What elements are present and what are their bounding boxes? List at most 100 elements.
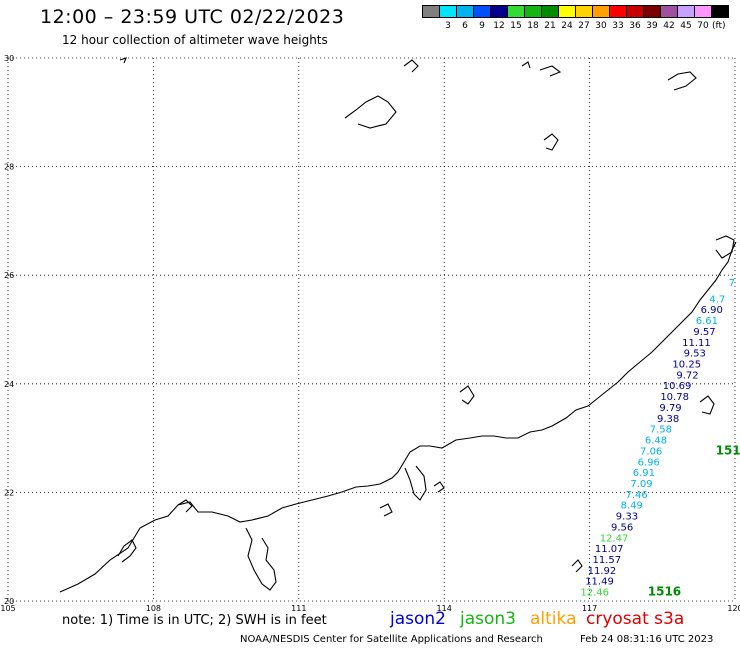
swh-value-label: 10.69 bbox=[663, 381, 692, 392]
coastline-segment bbox=[571, 559, 583, 573]
colorbar-tick-label: 9 bbox=[479, 21, 485, 31]
x-tick-label: 120 bbox=[727, 604, 740, 613]
coastline-segment bbox=[177, 499, 193, 513]
colorbar-swatch bbox=[541, 5, 559, 18]
swh-value-label: 8.49 bbox=[621, 501, 643, 512]
x-tick-label: 108 bbox=[146, 604, 161, 613]
y-tick-label: 28 bbox=[4, 163, 14, 172]
colorbar-tick-label: 15 bbox=[510, 21, 522, 31]
colorbar-swatch bbox=[711, 5, 729, 18]
colorbar-swatch bbox=[456, 5, 474, 18]
colorbar-swatch bbox=[677, 5, 695, 18]
swh-value-label: 9.53 bbox=[684, 349, 706, 360]
swh-value-label: 11.92 bbox=[588, 566, 617, 577]
swh-value-label: 9.72 bbox=[676, 370, 698, 381]
y-tick-label: 20 bbox=[4, 597, 14, 606]
colorbar-swatch bbox=[507, 5, 525, 18]
swh-value-label: 7.06 bbox=[640, 446, 662, 457]
coastline-segment bbox=[521, 61, 531, 69]
colorbar-tick-label: 39 bbox=[646, 21, 658, 31]
swh-value-label: 9.56 bbox=[611, 522, 633, 533]
coastline-segment bbox=[667, 71, 697, 91]
credit-line: NOAA/NESDIS Center for Satellite Applica… bbox=[240, 634, 543, 645]
swh-value-label: 10.78 bbox=[660, 392, 689, 403]
swh-value-label: 7 bbox=[729, 278, 735, 289]
coastline-segment bbox=[699, 395, 715, 415]
swh-value-label: 9.38 bbox=[657, 414, 679, 425]
swh-value-label: 11.07 bbox=[595, 544, 624, 555]
axis-tick-labels: 105 108 111 114 117 120 30 28 26 24 22 20 bbox=[0, 54, 740, 613]
colorbar-tick-label: 27 bbox=[578, 21, 590, 31]
swh-value-label: 12.46 bbox=[580, 588, 609, 599]
colorbar-tick-label: 33 bbox=[612, 21, 624, 31]
coastline-segment bbox=[715, 235, 735, 259]
colorbar-tick-label: 30 bbox=[595, 21, 607, 31]
swh-value-label: 7.46 bbox=[625, 490, 647, 501]
colorbar-swatch bbox=[490, 5, 508, 18]
coastline-segment bbox=[539, 65, 562, 77]
y-tick-label: 26 bbox=[4, 271, 14, 280]
colorbar-legend bbox=[422, 5, 729, 18]
swh-value-label: 6.48 bbox=[645, 436, 667, 447]
colorbar-swatch bbox=[592, 5, 610, 18]
colorbar-tick-label: 18 bbox=[527, 21, 539, 31]
colorbar-tick-label: 70 bbox=[697, 21, 709, 31]
swh-value-label: 4.7 bbox=[709, 294, 725, 305]
legend-item-altika: altika bbox=[530, 609, 577, 629]
lat-lon-grid bbox=[7, 57, 736, 602]
swh-observations: 74.76.906.619.5711.119.5310.259.7210.691… bbox=[580, 278, 740, 599]
coastline bbox=[59, 57, 737, 593]
coastline-segment bbox=[245, 527, 277, 591]
coastline-segment bbox=[119, 57, 127, 64]
x-tick-label: 111 bbox=[291, 604, 306, 613]
footer-note: note: 1) Time is in UTC; 2) SWH is in fe… bbox=[62, 613, 327, 628]
colorbar-swatch bbox=[626, 5, 644, 18]
chart-title: 12:00 – 23:59 UTC 02/22/2023 bbox=[40, 6, 345, 28]
coastline-segment bbox=[344, 95, 397, 129]
coastline-segment bbox=[59, 241, 737, 593]
swh-value-label: 9.33 bbox=[616, 512, 638, 523]
swh-value-label: 11.49 bbox=[585, 577, 614, 588]
legend-item-jason2: jason2 bbox=[390, 609, 446, 629]
y-tick-label: 22 bbox=[4, 488, 14, 497]
swh-value-label: 12.47 bbox=[600, 533, 629, 544]
coastline-segment bbox=[459, 385, 475, 405]
colorbar-unit: (ft) bbox=[712, 21, 726, 31]
colorbar-swatch bbox=[643, 5, 661, 18]
pass-number-label: 1517 bbox=[716, 443, 740, 457]
swh-value-label: 6.96 bbox=[638, 457, 660, 468]
swh-value-label: 9.57 bbox=[693, 327, 715, 338]
pass-number-label: 1516 bbox=[648, 585, 681, 599]
colorbar-tick-label: 21 bbox=[544, 21, 556, 31]
colorbar-swatch bbox=[439, 5, 457, 18]
colorbar-swatch bbox=[422, 5, 440, 18]
y-tick-label: 24 bbox=[4, 380, 14, 389]
colorbar-tick-label: 6 bbox=[462, 21, 468, 31]
coastline-segment bbox=[379, 503, 393, 517]
swh-value-label: 7.09 bbox=[630, 479, 652, 490]
colorbar-swatch bbox=[473, 5, 491, 18]
coastline-segment bbox=[403, 59, 419, 73]
legend-item-jason3: jason3 bbox=[460, 609, 516, 629]
coastline-segment bbox=[543, 133, 559, 151]
swh-value-label: 10.25 bbox=[672, 360, 701, 371]
colorbar-swatch bbox=[609, 5, 627, 18]
coastline-segment bbox=[404, 465, 427, 501]
colorbar-swatch bbox=[694, 5, 712, 18]
x-tick-label: 114 bbox=[437, 604, 452, 613]
legend-item-cryosat-s3a: cryosat s3a bbox=[586, 609, 685, 629]
colorbar-tick-label: 36 bbox=[629, 21, 641, 31]
generated-timestamp: Feb 24 08:31:16 UTC 2023 bbox=[580, 634, 714, 645]
colorbar-tick-label: 3 bbox=[445, 21, 451, 31]
colorbar-swatch bbox=[660, 5, 678, 18]
swh-value-label: 6.90 bbox=[701, 305, 723, 316]
swh-value-label: 6.61 bbox=[696, 316, 718, 327]
colorbar-swatch bbox=[524, 5, 542, 18]
swh-value-label: 9.79 bbox=[659, 403, 681, 414]
coastline-segment bbox=[117, 539, 137, 563]
colorbar-tick-label: 45 bbox=[680, 21, 692, 31]
x-tick-label: 117 bbox=[582, 604, 597, 613]
chart-subtitle: 12 hour collection of altimeter wave hei… bbox=[62, 33, 328, 47]
x-tick-label: 105 bbox=[0, 604, 15, 613]
